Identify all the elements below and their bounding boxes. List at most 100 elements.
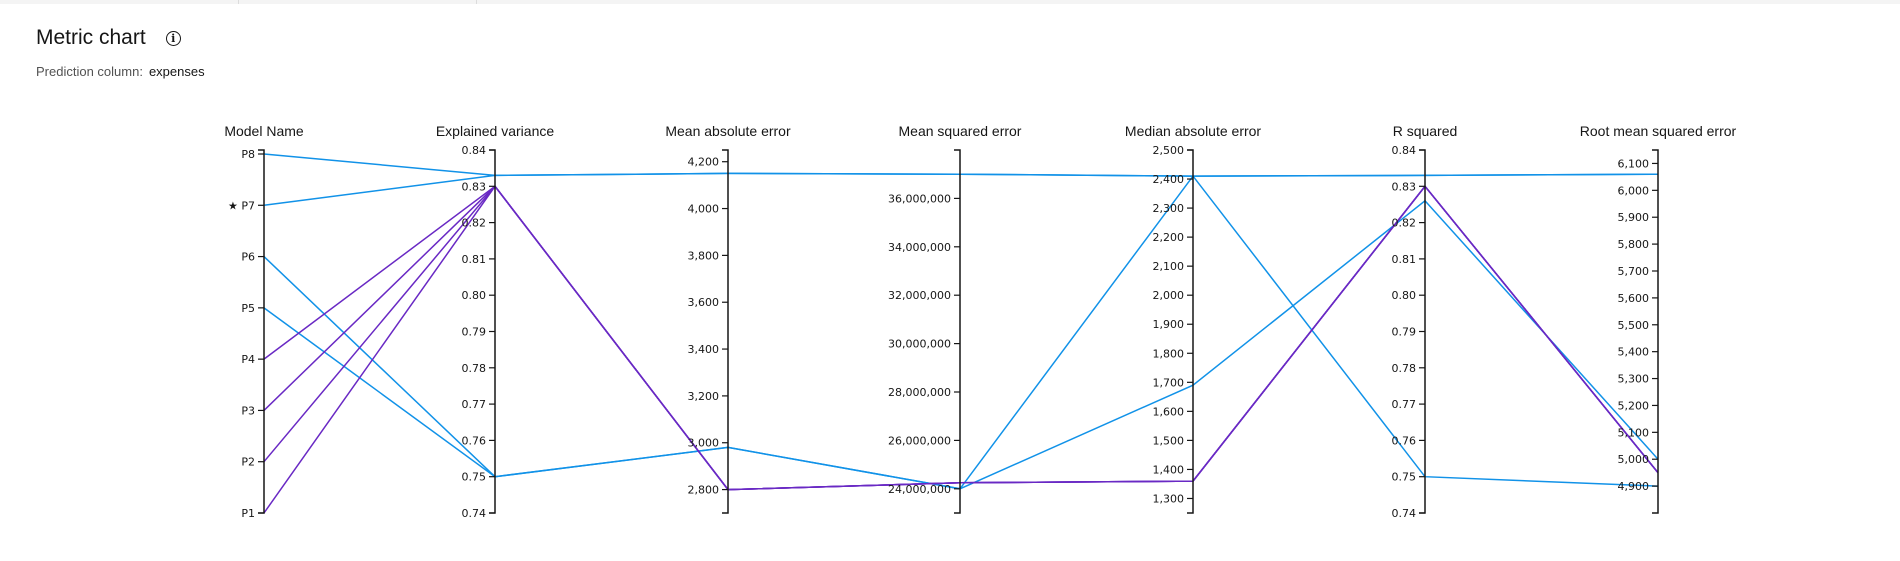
tick-label: P4 bbox=[241, 353, 255, 366]
axis-title: Model Name bbox=[224, 123, 304, 139]
tick-label: 5,900 bbox=[1618, 211, 1650, 224]
tick-label: P3 bbox=[241, 404, 255, 417]
axis-line bbox=[1187, 149, 1194, 514]
axis-title: Root mean squared error bbox=[1580, 123, 1737, 139]
tick-label: 0.83 bbox=[1392, 180, 1417, 193]
page-title: Metric chart bbox=[36, 26, 146, 49]
tick-label: 0.78 bbox=[462, 362, 487, 375]
tick-label: 4,000 bbox=[688, 203, 720, 216]
tick-label: 0.77 bbox=[462, 398, 487, 411]
tick-label: 2,100 bbox=[1153, 260, 1185, 273]
tick-label: 4,200 bbox=[688, 156, 720, 169]
axis-title: Median absolute error bbox=[1125, 123, 1262, 139]
prediction-column-value: expenses bbox=[148, 64, 205, 79]
tick-label: 3,600 bbox=[688, 296, 720, 309]
axis-mean-absolute-error: Mean absolute error 2,800 3,000 3,200 3,400 3… bbox=[665, 123, 791, 514]
tick-label: 0.80 bbox=[1392, 289, 1417, 302]
tab-divider bbox=[476, 0, 477, 4]
tick-label: 0.81 bbox=[1392, 253, 1417, 266]
tick-label: 5,000 bbox=[1618, 453, 1650, 466]
tick-label: 2,200 bbox=[1153, 231, 1185, 244]
tick-label: 3,000 bbox=[688, 437, 720, 450]
tick-label: 5,600 bbox=[1618, 292, 1650, 305]
tick-label: 24,000,000 bbox=[888, 483, 951, 496]
chart-header: Metric chart i bbox=[36, 26, 181, 50]
tab-divider bbox=[238, 0, 239, 4]
tick-label: 0.74 bbox=[1392, 507, 1417, 520]
tick-label: 5,100 bbox=[1618, 426, 1650, 439]
tick-label: 5,500 bbox=[1618, 319, 1650, 332]
tick-label: 5,300 bbox=[1618, 373, 1650, 386]
axis-explained-variance: Explained variance 0.74 0.75 0.76 0.77 0.78 0.… bbox=[436, 123, 555, 520]
tick-label: 0.75 bbox=[462, 471, 487, 484]
tick-label: 30,000,000 bbox=[888, 338, 951, 351]
tick-label: 0.83 bbox=[462, 180, 487, 193]
top-tab-strip bbox=[0, 0, 1900, 4]
axis-r-squared: R squared 0.74 0.75 0.76 0.77 0.78 0.79 0.80 0.8… bbox=[1392, 123, 1458, 520]
tick-label: 4,900 bbox=[1618, 480, 1650, 493]
tick-label: P6 bbox=[241, 251, 255, 264]
tick-label: 1,500 bbox=[1153, 434, 1185, 447]
tick-label: 36,000,000 bbox=[888, 192, 951, 205]
tick-label: 1,700 bbox=[1153, 376, 1185, 389]
axis-line bbox=[722, 149, 729, 514]
tick-label: 2,000 bbox=[1153, 289, 1185, 302]
tick-label: ★ P7 bbox=[228, 199, 255, 212]
axis-mean-squared-error: Mean squared error 24,000,000 26,000,000 28… bbox=[888, 123, 1022, 514]
tick-label: 0.76 bbox=[1392, 434, 1417, 447]
series-line-p8[interactable] bbox=[263, 153, 1659, 177]
prediction-column-label: Prediction column: bbox=[36, 64, 143, 79]
tick-label: 1,600 bbox=[1153, 405, 1185, 418]
tick-label: 0.84 bbox=[1392, 144, 1417, 157]
axis-root-mean-squared-error: Root mean squared error 4,900 5,000 5,100 5,… bbox=[1580, 123, 1737, 514]
tick-label: P5 bbox=[241, 302, 255, 315]
tick-label: 0.82 bbox=[1392, 217, 1417, 230]
tick-label: 0.84 bbox=[462, 144, 487, 157]
tick-label: 0.78 bbox=[1392, 362, 1417, 375]
axis-title: Explained variance bbox=[436, 123, 555, 139]
axis-line bbox=[1652, 149, 1659, 514]
tick-label: 34,000,000 bbox=[888, 241, 951, 254]
tick-label: 3,400 bbox=[688, 343, 720, 356]
axis-title: R squared bbox=[1393, 123, 1458, 139]
axis-line bbox=[258, 149, 265, 514]
tick-label: 2,800 bbox=[688, 484, 720, 497]
tick-label: 0.77 bbox=[1392, 398, 1417, 411]
tick-label: 0.76 bbox=[462, 434, 487, 447]
axis-title: Mean squared error bbox=[899, 123, 1022, 139]
tick-label: 5,800 bbox=[1618, 238, 1650, 251]
prediction-column-info: Prediction column: expenses bbox=[36, 64, 205, 79]
tick-label: 32,000,000 bbox=[888, 289, 951, 302]
tick-label: 1,900 bbox=[1153, 318, 1185, 331]
tick-label: 28,000,000 bbox=[888, 386, 951, 399]
axis-title: Mean absolute error bbox=[665, 123, 791, 139]
tick-label: P8 bbox=[241, 148, 255, 161]
tick-label: 1,800 bbox=[1153, 347, 1185, 360]
tick-label: 1,300 bbox=[1153, 492, 1185, 505]
tick-label: P2 bbox=[241, 456, 255, 469]
axes: Model Name P8 ★ P7 P6 P5 P4 P3 P2 P1 Explained va… bbox=[224, 123, 1736, 520]
tick-label: 0.79 bbox=[1392, 326, 1417, 339]
tick-label: 5,200 bbox=[1618, 399, 1650, 412]
info-icon[interactable]: i bbox=[165, 30, 181, 46]
tick-label: 26,000,000 bbox=[888, 434, 951, 447]
tick-label: 5,700 bbox=[1618, 265, 1650, 278]
tick-label: 2,300 bbox=[1153, 202, 1185, 215]
tick-label: 2,500 bbox=[1153, 144, 1185, 157]
tick-label: P1 bbox=[241, 507, 255, 520]
tick-label: 2,400 bbox=[1153, 173, 1185, 186]
axis-model-name: Model Name P8 ★ P7 P6 P5 P4 P3 P2 P1 bbox=[224, 123, 304, 520]
tick-label: 6,000 bbox=[1618, 184, 1650, 197]
tick-label: 0.75 bbox=[1392, 471, 1417, 484]
tick-label: 6,100 bbox=[1618, 157, 1650, 170]
axis-line bbox=[954, 149, 961, 514]
tick-label: 0.81 bbox=[462, 253, 487, 266]
series-line-p1[interactable] bbox=[263, 185, 1659, 514]
axis-median-absolute-error: Median absolute error 1,300 1,400 1,500 1,60… bbox=[1125, 123, 1262, 514]
tick-label: 0.80 bbox=[462, 289, 487, 302]
tick-label: 0.74 bbox=[462, 507, 487, 520]
tick-label: 3,800 bbox=[688, 249, 720, 262]
tick-label: 0.79 bbox=[462, 326, 487, 339]
tick-label: 0.82 bbox=[462, 217, 487, 230]
